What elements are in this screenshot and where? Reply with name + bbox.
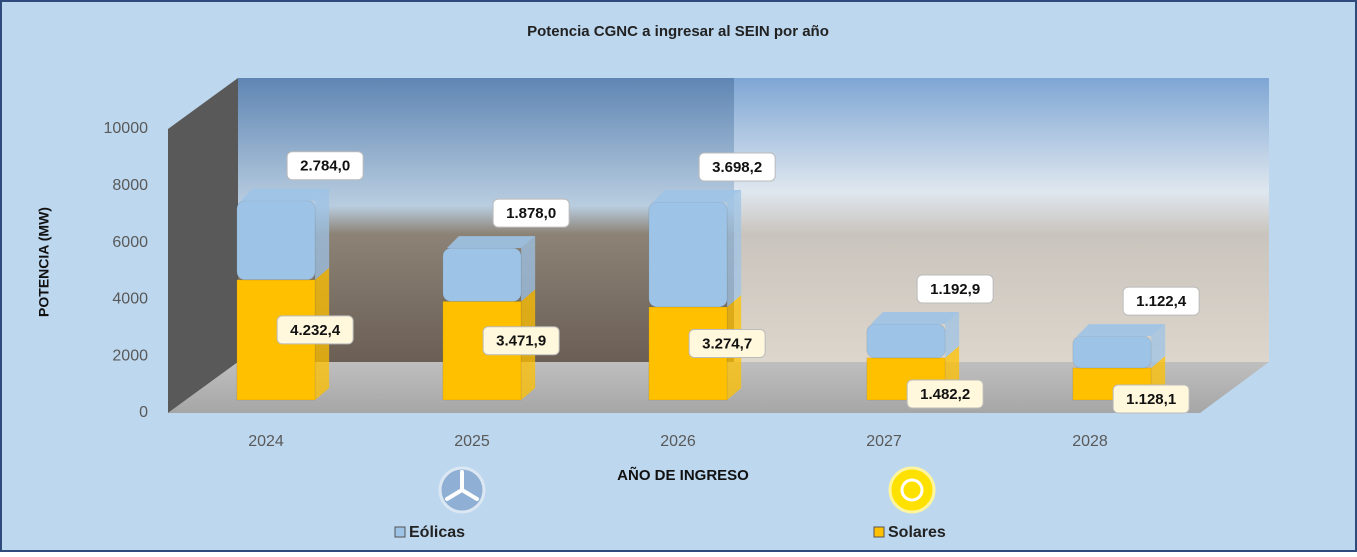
x-tick-label: 2026: [660, 433, 696, 450]
value-label: 3.471,9: [496, 333, 546, 350]
value-label: 1.878,0: [506, 205, 556, 222]
chart: Potencia CGNC a ingresar al SEIN por año…: [0, 0, 1357, 552]
y-tick-label: 0: [139, 404, 148, 421]
x-tick-label: 2025: [454, 433, 490, 450]
bar-top: [447, 236, 535, 248]
value-label: 1.192,9: [930, 281, 980, 298]
sun-icon: [890, 468, 934, 512]
side-wall: [168, 78, 238, 413]
y-tick-label: 6000: [112, 234, 148, 251]
y-tick-label: 2000: [112, 347, 148, 364]
bar-segment: [1073, 336, 1151, 368]
x-tick-label: 2028: [1072, 433, 1108, 450]
legend-label: Eólicas: [409, 524, 465, 541]
chart-title: Potencia CGNC a ingresar al SEIN por año: [527, 23, 829, 40]
bar-top: [241, 189, 329, 201]
bar-segment: [237, 201, 315, 280]
bar-segment: [443, 248, 521, 301]
x-axis-title: AÑO DE INGRESO: [617, 466, 749, 484]
bar-top: [1077, 324, 1165, 336]
bar-top: [871, 312, 959, 324]
x-tick-label: 2024: [248, 433, 284, 450]
bar-top: [653, 190, 741, 202]
y-tick-label: 8000: [112, 177, 148, 194]
bar-segment-side: [727, 190, 741, 307]
back-wall-right: [734, 78, 1269, 362]
legend-label: Solares: [888, 524, 946, 541]
value-label: 2.784,0: [300, 158, 350, 175]
bar-segment-side: [315, 189, 329, 280]
value-label: 3.274,7: [702, 335, 752, 352]
value-label: 1.122,4: [1136, 293, 1187, 310]
value-label: 1.482,2: [920, 386, 970, 403]
value-label: 3.698,2: [712, 159, 762, 176]
legend-swatch: [874, 527, 884, 537]
legend-swatch: [395, 527, 405, 537]
y-tick-label: 10000: [104, 120, 149, 137]
value-label: 1.128,1: [1126, 391, 1176, 408]
y-tick-label: 4000: [112, 291, 148, 308]
bar-segment: [867, 324, 945, 358]
y-axis-title: POTENCIA (MW): [36, 207, 52, 317]
x-tick-label: 2027: [866, 433, 902, 450]
bar-segment: [649, 202, 727, 307]
value-label: 4.232,4: [290, 322, 341, 339]
